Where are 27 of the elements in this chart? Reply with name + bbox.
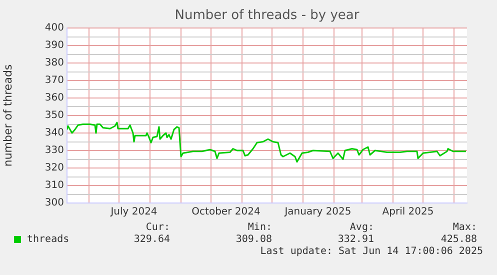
y-tick-label: 400 <box>44 22 64 34</box>
text: Cur: <box>146 222 170 233</box>
y-tick-label: 370 <box>44 75 64 86</box>
text: Max: <box>452 222 477 233</box>
x-tick-label: July 2024 <box>110 206 158 218</box>
chart-title: Number of threads - by year <box>174 8 360 23</box>
y-tick-label: 320 <box>44 162 64 174</box>
text: 332.91 <box>338 234 374 245</box>
text: 309.08 <box>236 234 272 245</box>
x-tick-label: October 2024 <box>192 206 260 218</box>
y-tick-label: 360 <box>44 92 64 104</box>
y-tick-label: 310 <box>44 180 64 192</box>
legend-label: threads <box>27 234 70 245</box>
y-tick-label: 330 <box>44 145 64 156</box>
text: Avg: <box>350 222 374 233</box>
text: Min: <box>248 222 272 233</box>
y-tick-label: 300 <box>44 198 64 209</box>
y-axis-title: number of threads <box>1 64 14 167</box>
y-tick-label: 390 <box>44 40 64 52</box>
text: 329.64 <box>134 234 170 245</box>
text: 425.88 <box>440 234 477 245</box>
y-tick-label: 380 <box>44 58 64 69</box>
x-tick-label: April 2025 <box>382 206 434 218</box>
x-tick-label: January 2025 <box>284 206 352 218</box>
y-tick-label: 340 <box>44 128 64 139</box>
text: Last update: Sat Jun 14 17:00:06 2025 <box>260 246 483 257</box>
y-tick-label: 350 <box>44 110 64 122</box>
